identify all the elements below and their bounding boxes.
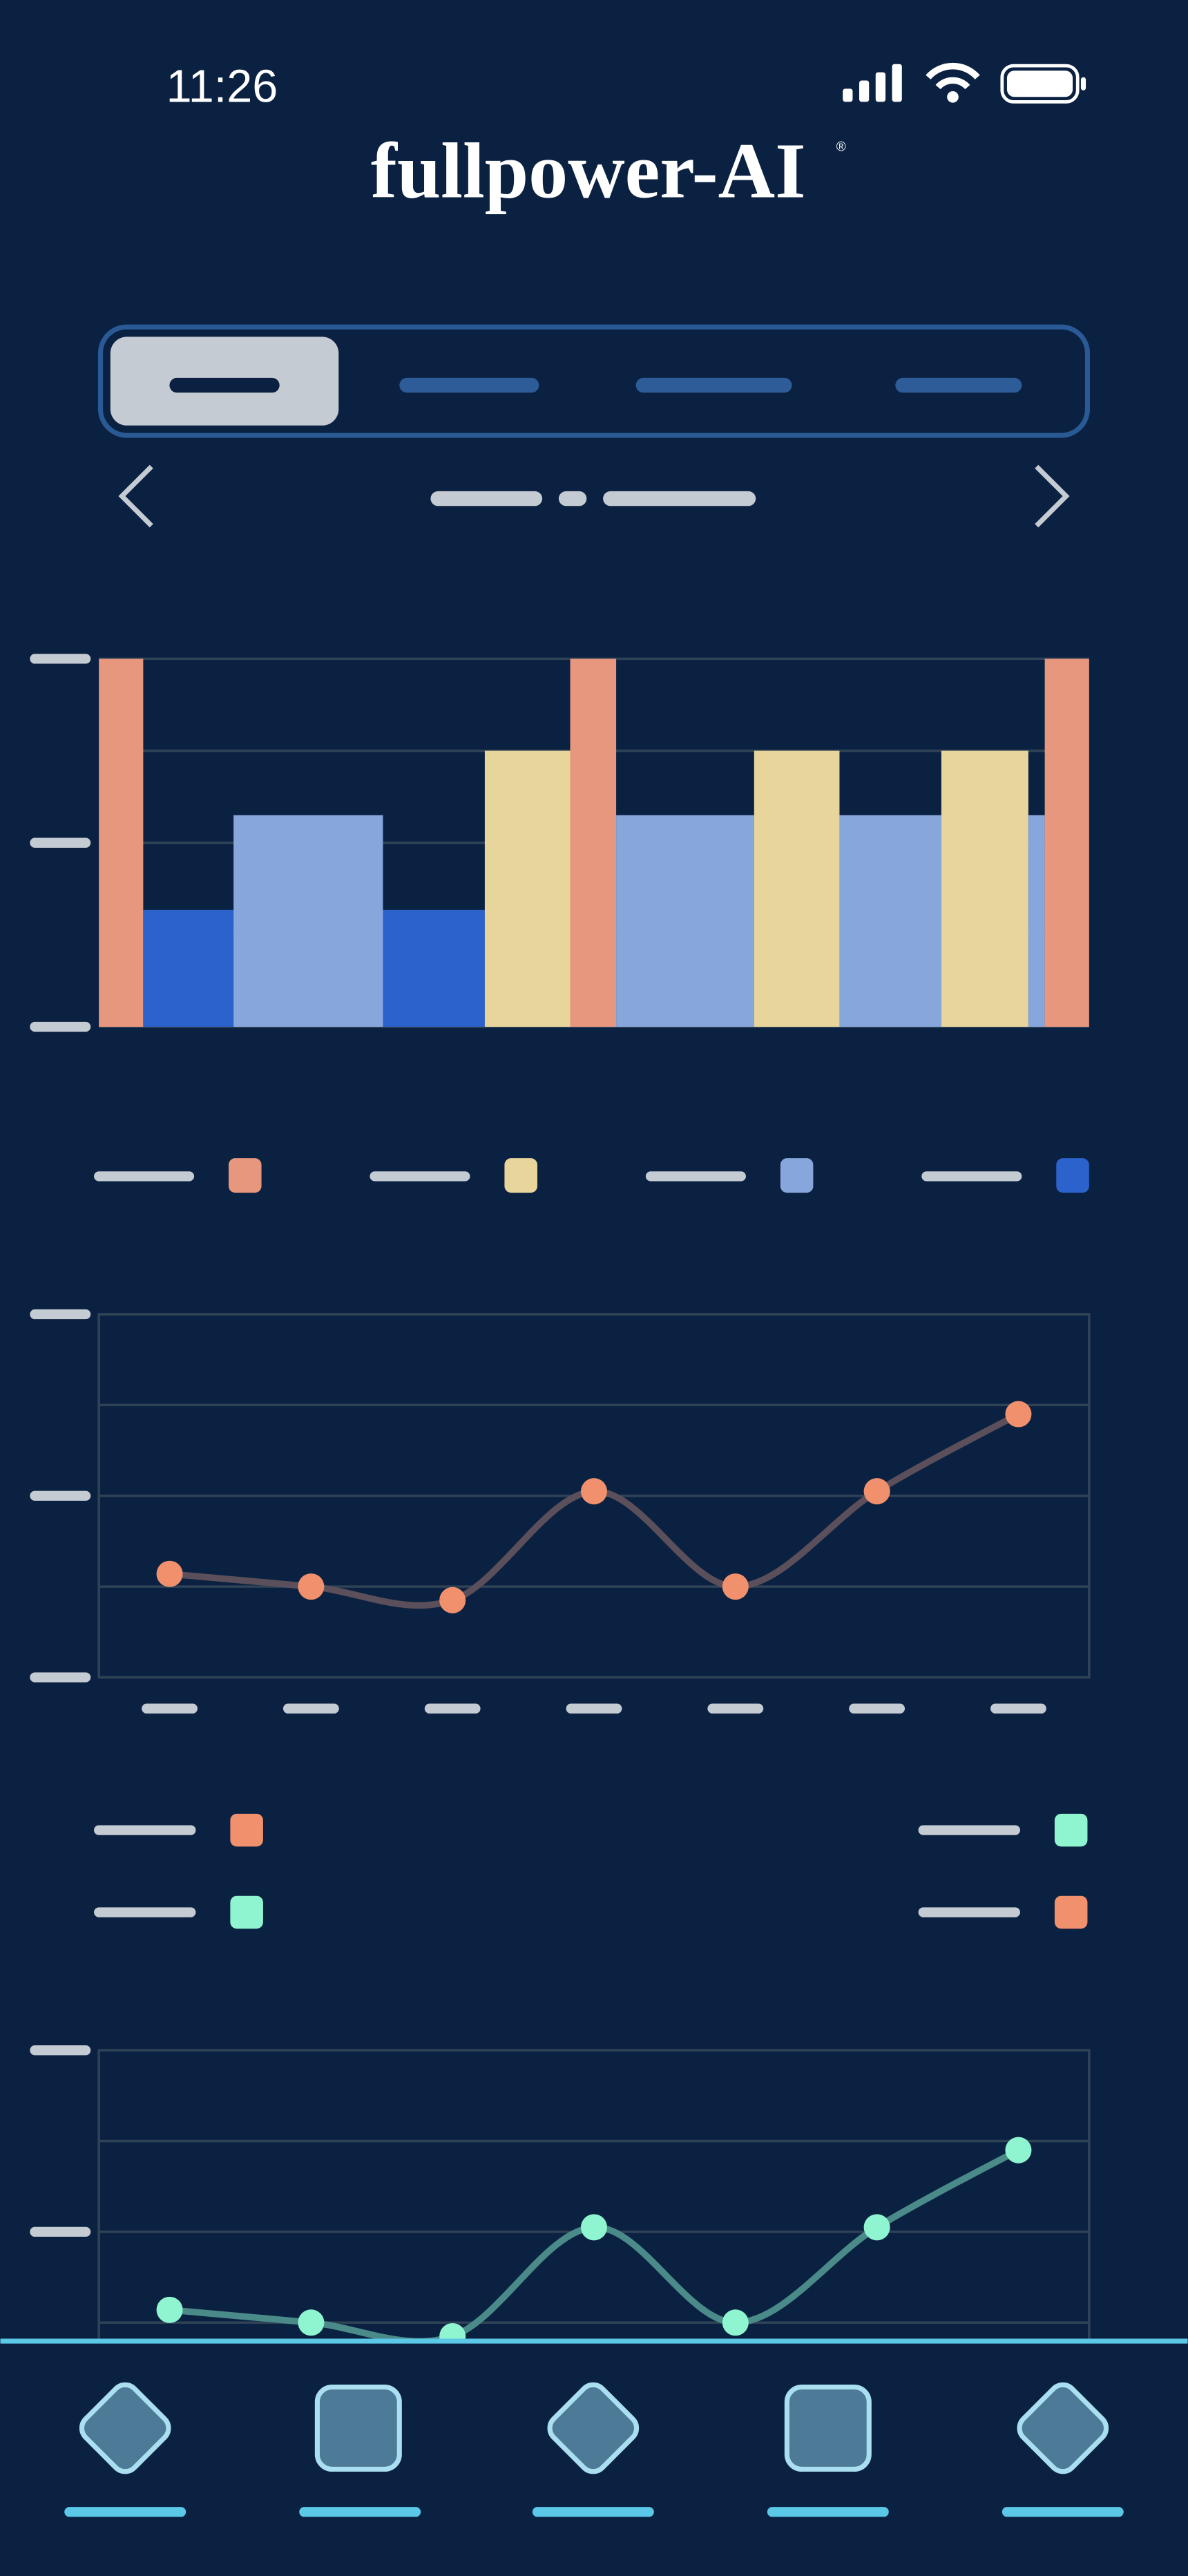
point	[156, 2296, 183, 2323]
chart	[30, 2045, 1091, 2340]
y-tick-placeholder	[30, 1672, 91, 1683]
y-tick-placeholder	[30, 1309, 91, 1320]
point	[439, 2322, 466, 2340]
chart	[30, 654, 1089, 1032]
bar	[1044, 659, 1089, 1027]
bar	[233, 815, 383, 1027]
segment[interactable]	[635, 377, 792, 393]
bar	[484, 750, 571, 1027]
x-tick-placeholder	[282, 1703, 339, 1714]
point	[298, 1573, 325, 1600]
segment[interactable]	[399, 377, 539, 393]
point	[722, 2309, 749, 2336]
plot-frame	[97, 1313, 1091, 1679]
y-tick-placeholder	[30, 654, 91, 664]
point	[580, 1478, 608, 1505]
trademark: ®	[836, 140, 846, 155]
legend-label-placeholder	[918, 1825, 1020, 1835]
tab-icon[interactable]	[77, 2379, 174, 2476]
legend-label-placeholder	[94, 1825, 196, 1835]
date-placeholder	[430, 491, 756, 506]
point	[1005, 1401, 1032, 1428]
legend-swatch	[230, 1813, 263, 1847]
tab-icon[interactable]	[544, 2379, 642, 2476]
status-icons	[843, 62, 1086, 104]
y-tick-placeholder	[30, 1490, 91, 1501]
segment[interactable]	[895, 377, 1022, 393]
x-tick-placeholder	[566, 1703, 622, 1714]
legend-label-placeholder	[918, 1907, 1020, 1917]
legend-label-placeholder	[94, 1171, 195, 1182]
next-arrow[interactable]	[1035, 464, 1070, 528]
x-tick-placeholder	[707, 1703, 764, 1714]
bar	[1028, 815, 1045, 1027]
plot-frame	[97, 2049, 1091, 2340]
legend-swatch	[230, 1895, 263, 1929]
app-title: fullpower-AI	[371, 126, 806, 214]
legend-label-placeholder	[921, 1171, 1022, 1182]
legend-swatch	[1056, 1158, 1089, 1193]
legend-swatch	[780, 1158, 814, 1193]
bar	[99, 659, 144, 1027]
segmented-control	[97, 324, 1091, 438]
point	[298, 2309, 325, 2336]
point	[863, 2214, 890, 2241]
y-tick-placeholder	[30, 1021, 91, 1032]
tab-icon[interactable]	[784, 2385, 872, 2472]
x-tick-placeholder	[849, 1703, 906, 1714]
clock: 11:26	[166, 61, 278, 112]
point	[1005, 2137, 1032, 2163]
bar	[616, 815, 754, 1027]
tab-icon[interactable]	[1014, 2379, 1111, 2476]
legend-swatch	[1054, 1813, 1088, 1847]
legend-label-placeholder	[645, 1171, 746, 1182]
legend-label-placeholder	[94, 1907, 196, 1917]
x-tick-placeholder	[990, 1703, 1046, 1714]
point	[863, 1478, 890, 1505]
bar	[570, 659, 617, 1027]
chart	[30, 1309, 1091, 1714]
charts	[30, 654, 1091, 2340]
point	[722, 1573, 749, 1600]
x-tick-placeholder	[424, 1703, 481, 1714]
prev-arrow[interactable]	[118, 464, 153, 528]
legend-swatch	[504, 1158, 537, 1193]
tab-bar	[0, 2338, 1188, 2576]
bar	[839, 815, 941, 1027]
point	[439, 1587, 466, 1613]
legend-swatch	[228, 1158, 262, 1193]
legend-label-placeholder	[370, 1171, 470, 1182]
y-tick-placeholder	[30, 2045, 91, 2056]
legend-swatch	[1054, 1895, 1088, 1929]
y-tick-placeholder	[30, 837, 91, 848]
bar	[383, 909, 485, 1027]
bar	[941, 750, 1028, 1027]
tab-icon[interactable]	[314, 2385, 402, 2472]
point	[156, 1560, 183, 1587]
x-tick-placeholder	[142, 1703, 198, 1714]
bar	[754, 750, 840, 1027]
point	[580, 2214, 608, 2241]
y-tick-placeholder	[30, 2226, 91, 2237]
bar	[143, 909, 234, 1027]
